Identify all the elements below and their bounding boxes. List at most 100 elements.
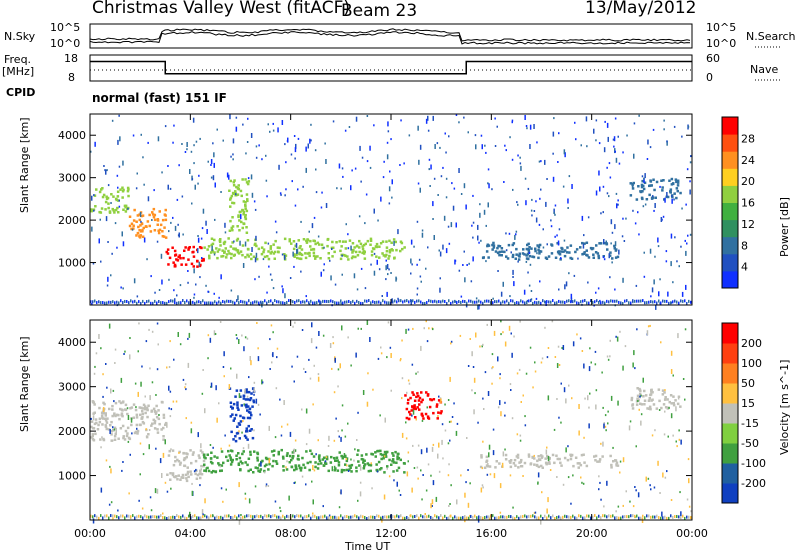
noise-cell	[131, 432, 133, 434]
noise-cell	[484, 210, 486, 215]
ground-scatter-cell	[260, 515, 262, 518]
noise-cell	[116, 428, 118, 433]
data-cell	[211, 471, 214, 474]
colorbar-swatch	[722, 403, 738, 424]
ground-scatter-cell	[292, 300, 294, 303]
noise-cell	[245, 493, 247, 495]
data-cell	[505, 454, 508, 457]
data-cell	[267, 250, 270, 253]
data-cell	[257, 459, 260, 462]
ground-scatter-cell	[394, 515, 396, 518]
data-cell	[576, 248, 579, 251]
data-cell	[122, 209, 125, 212]
ground-scatter-cell	[180, 301, 182, 304]
noise-cell	[497, 356, 499, 361]
noise-cell	[172, 217, 174, 219]
noise-cell	[121, 378, 123, 383]
colorbar-swatch	[722, 237, 738, 255]
ground-scatter-cell	[672, 300, 674, 303]
data-cell	[670, 394, 673, 397]
data-cell	[294, 464, 297, 467]
data-cell	[99, 191, 102, 194]
data-cell	[661, 186, 664, 189]
ground-scatter-cell	[260, 301, 262, 304]
noise-cell	[296, 249, 298, 254]
noise-cell	[216, 418, 218, 423]
ground-scatter-cell	[116, 515, 118, 518]
data-cell	[347, 258, 350, 261]
ground-scatter-cell	[616, 300, 618, 303]
noise-cell	[314, 469, 316, 471]
noise-cell	[644, 173, 646, 178]
data-cell	[520, 465, 523, 468]
data-cell	[195, 460, 198, 463]
noise-cell	[175, 226, 177, 231]
data-cell	[299, 257, 302, 260]
data-cell	[215, 247, 218, 250]
noise-cell	[298, 138, 300, 140]
data-cell	[142, 413, 145, 416]
ground-scatter-cell	[314, 515, 316, 518]
data-cell	[520, 459, 523, 462]
noise-cell	[203, 209, 205, 214]
ground-scatter-cell	[406, 516, 408, 519]
ground-scatter-cell	[162, 516, 164, 519]
data-cell	[147, 405, 150, 408]
noise-cell	[244, 403, 246, 405]
data-cell	[392, 470, 395, 473]
ground-scatter-cell	[112, 514, 114, 517]
noise-cell	[142, 156, 144, 158]
data-cell	[110, 193, 113, 196]
noise-cell	[658, 291, 660, 296]
noise-cell	[616, 158, 618, 163]
noise-cell	[555, 205, 557, 207]
ground-scatter-cell	[412, 515, 414, 518]
noise-cell	[170, 488, 172, 490]
data-cell	[153, 419, 156, 422]
noise-cell	[127, 208, 129, 210]
data-cell	[395, 249, 398, 252]
ground-scatter-cell	[496, 516, 498, 519]
data-cell	[362, 248, 365, 251]
noise-cell	[617, 401, 619, 406]
data-cell	[187, 471, 190, 474]
noise-cell	[211, 383, 213, 388]
data-cell	[427, 415, 430, 418]
noise-cell	[501, 292, 503, 297]
noise-cell	[676, 260, 678, 262]
noise-cell	[197, 183, 199, 185]
noise-cell	[487, 463, 489, 465]
ground-scatter-cell	[314, 301, 316, 304]
ground-scatter-cell	[336, 516, 338, 519]
data-cell	[411, 391, 414, 394]
noise-cell	[560, 422, 562, 424]
data-cell	[369, 244, 372, 247]
data-cell	[515, 253, 518, 256]
noise-cell	[251, 247, 253, 252]
noise-cell	[210, 338, 212, 343]
ground-scatter-cell	[412, 299, 414, 302]
data-cell	[180, 263, 183, 266]
ground-scatter-cell	[202, 515, 204, 518]
data-cell	[223, 243, 226, 246]
data-cell	[327, 238, 330, 241]
noise-cell	[688, 458, 690, 460]
ground-scatter-cell	[316, 301, 318, 304]
ground-scatter-cell	[98, 517, 100, 520]
noise-cell	[449, 440, 451, 442]
noise-cell	[546, 447, 548, 449]
noise-cell	[225, 231, 227, 233]
data-cell	[656, 407, 659, 410]
data-cell	[230, 431, 233, 434]
noise-cell	[173, 289, 175, 291]
ground-scatter-cell	[576, 517, 578, 520]
data-cell	[154, 422, 157, 425]
noise-cell	[184, 386, 186, 388]
noise-cell	[480, 240, 482, 242]
noise-cell	[503, 181, 505, 183]
data-cell	[575, 457, 578, 460]
noise-cell	[663, 128, 665, 130]
noise-cell	[450, 484, 452, 486]
noise-cell	[157, 241, 159, 243]
noise-cell	[666, 470, 668, 472]
